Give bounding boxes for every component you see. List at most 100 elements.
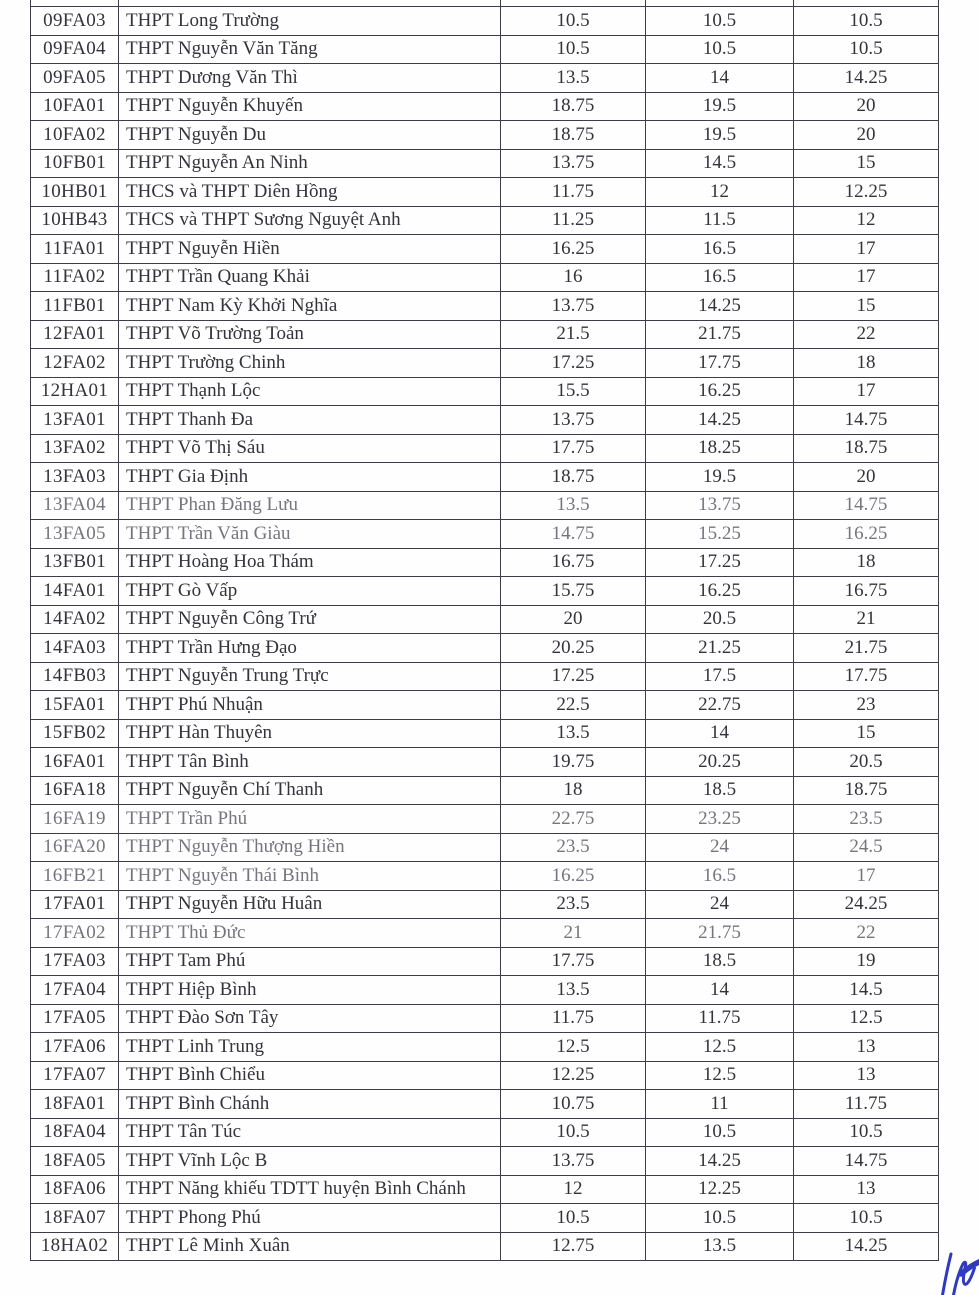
score-round2-cell: 19.5 [645,462,794,492]
score-round3-cell: 24.5 [793,832,939,862]
score-round3-cell: 20 [793,462,939,492]
school-name-cell: THPT Trần Văn Giàu [118,519,501,549]
score-round1-cell: 17.25 [500,661,646,691]
score-round2-cell: 20.25 [645,747,794,777]
score-round1-cell: 23.5 [500,889,646,919]
table-row: 10HB01 THCS và THPT Diên Hồng 11.75 12 12.25 [30,177,939,207]
table-body: 09FA03 THPT Long Trường 10.5 10.5 10.5 09FA04… [30,0,939,1261]
school-name-cell: THPT Tân Túc [118,1117,501,1147]
school-code-cell: 17FA06 [30,1032,119,1062]
score-round2-cell: 16.25 [645,576,794,606]
score-round2-cell: 11.75 [645,1003,794,1033]
score-round3-cell: 10.5 [793,6,939,36]
score-round2-cell: 15.25 [645,519,794,549]
score-round3-cell: 14.75 [793,1146,939,1176]
score-round2-cell: 13.5 [645,1231,794,1261]
school-code-cell: 13FB01 [30,547,119,577]
score-round1-cell: 12 [500,1174,646,1204]
score-round3-cell: 17 [793,861,939,891]
school-name-cell: THCS và THPT Diên Hồng [118,177,501,207]
score-round3-cell: 20 [793,120,939,150]
score-round1-cell: 15.75 [500,576,646,606]
score-round2-cell: 21.75 [645,319,794,349]
school-code-cell: 16FA01 [30,747,119,777]
score-round2-cell: 14.25 [645,291,794,321]
table-row: 10FA02 THPT Nguyễn Du 18.75 19.5 20 [30,120,939,150]
score-round2-cell: 16.5 [645,861,794,891]
table-row: 17FA01 THPT Nguyễn Hữu Huân 23.5 24 24.25 [30,889,939,919]
score-round3-cell: 18 [793,547,939,577]
school-code-cell: 11FB01 [30,291,119,321]
school-code-cell: 10HB01 [30,177,119,207]
score-round1-cell: 15.5 [500,376,646,406]
score-round1-cell: 12.75 [500,1231,646,1261]
school-code-cell: 18FA04 [30,1117,119,1147]
school-code-cell: 17FA04 [30,975,119,1005]
score-round1-cell: 13.5 [500,490,646,520]
score-round3-cell: 10.5 [793,1203,939,1233]
score-round3-cell: 22 [793,319,939,349]
table-row: 14FA02 THPT Nguyễn Công Trứ 20 20.5 21 [30,604,939,634]
table-row: 12HA01 THPT Thạnh Lộc 15.5 16.25 17 [30,376,939,406]
score-round3-cell: 16.75 [793,576,939,606]
score-round1-cell: 18.75 [500,91,646,121]
score-round3-cell: 23.5 [793,804,939,834]
score-round3-cell: 15 [793,291,939,321]
table-row: 16FA18 THPT Nguyễn Chí Thanh 18 18.5 18.75 [30,775,939,805]
school-code-cell: 13FA02 [30,433,119,463]
table-row: 16FA01 THPT Tân Bình 19.75 20.25 20.5 [30,747,939,777]
school-code-cell: 18FA06 [30,1174,119,1204]
table-row: 18FA01 THPT Bình Chánh 10.75 11 11.75 [30,1089,939,1119]
school-name-cell: THPT Nguyễn Hữu Huân [118,889,501,919]
score-round3-cell: 18.75 [793,775,939,805]
table-row: 13FB01 THPT Hoàng Hoa Thám 16.75 17.25 18 [30,547,939,577]
table-row: 16FB21 THPT Nguyễn Thái Bình 16.25 16.5 17 [30,861,939,891]
school-name-cell: THPT Trần Quang Khải [118,262,501,292]
score-round2-cell: 14 [645,718,794,748]
score-round2-cell: 14.25 [645,1146,794,1176]
score-round2-cell: 11 [645,1089,794,1119]
score-round2-cell: 24 [645,832,794,862]
score-round1-cell: 10.75 [500,1089,646,1119]
school-code-cell: 10FB01 [30,148,119,178]
table-row: 13FA02 THPT Võ Thị Sáu 17.75 18.25 18.75 [30,433,939,463]
school-name-cell: THPT Năng khiếu TDTT huyện Bình Chánh [118,1174,501,1204]
school-name-cell: THPT Hoàng Hoa Thám [118,547,501,577]
score-round2-cell: 16.5 [645,262,794,292]
score-round2-cell: 21.25 [645,633,794,663]
score-round1-cell: 12.5 [500,1032,646,1062]
score-round3-cell: 14.25 [793,1231,939,1261]
score-round2-cell: 18.5 [645,775,794,805]
score-round2-cell: 17.5 [645,661,794,691]
score-round1-cell: 16 [500,262,646,292]
table-row: 09FA05 THPT Dương Văn Thì 13.5 14 14.25 [30,63,939,93]
score-round3-cell: 14.75 [793,405,939,435]
school-name-cell: THPT Linh Trung [118,1032,501,1062]
score-round2-cell: 10.5 [645,34,794,64]
score-round2-cell: 10.5 [645,1203,794,1233]
score-round2-cell: 17.75 [645,348,794,378]
score-round1-cell: 23.5 [500,832,646,862]
table-row: 16FA19 THPT Trần Phú 22.75 23.25 23.5 [30,804,939,834]
school-code-cell: 13FA01 [30,405,119,435]
school-code-cell: 15FB02 [30,718,119,748]
table-row: 10FA01 THPT Nguyễn Khuyến 18.75 19.5 20 [30,91,939,121]
table-row: 15FA01 THPT Phú Nhuận 22.5 22.75 23 [30,690,939,720]
table-row: 11FA01 THPT Nguyễn Hiền 16.25 16.5 17 [30,234,939,264]
score-round1-cell: 17.25 [500,348,646,378]
school-name-cell: THPT Võ Thị Sáu [118,433,501,463]
score-round2-cell: 16.25 [645,376,794,406]
school-name-cell: THPT Hiệp Bình [118,975,501,1005]
school-code-cell: 09FA05 [30,63,119,93]
school-code-cell: 16FA19 [30,804,119,834]
school-name-cell: THPT Thanh Đa [118,405,501,435]
school-name-cell: THCS và THPT Sương Nguyệt Anh [118,205,501,235]
table-row: 17FA07 THPT Bình Chiểu 12.25 12.5 13 [30,1060,939,1090]
school-name-cell: THPT Nguyễn Trung Trực [118,661,501,691]
table-row: 13FA04 THPT Phan Đăng Lưu 13.5 13.75 14.75 [30,490,939,520]
score-round3-cell: 20 [793,91,939,121]
table-row: 12FA02 THPT Trường Chinh 17.25 17.75 18 [30,348,939,378]
school-name-cell: THPT Hàn Thuyên [118,718,501,748]
score-round3-cell: 17 [793,234,939,264]
